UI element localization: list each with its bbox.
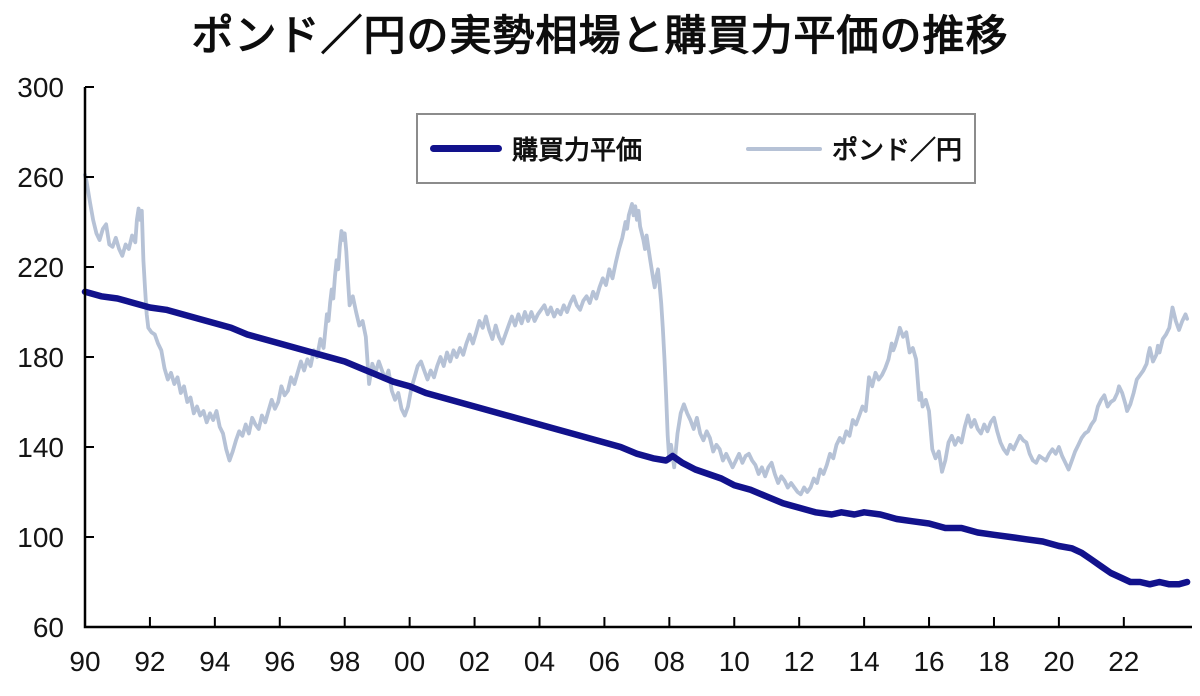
x-tick-label: 00	[394, 646, 425, 677]
y-tick-label: 300	[17, 72, 64, 103]
series-group	[81, 172, 1191, 588]
x-tick-label: 04	[524, 646, 555, 677]
x-tick-label: 22	[1108, 646, 1139, 677]
x-tick-label: 08	[654, 646, 685, 677]
x-tick-label: 18	[978, 646, 1009, 677]
legend-label-ppp: 購買力平価	[511, 135, 642, 165]
legend-item-gbpjpy: ポンド／円	[746, 130, 962, 167]
x-tick-label: 94	[199, 646, 230, 677]
x-tick-label: 02	[459, 646, 490, 677]
y-tick-label: 140	[17, 432, 64, 463]
y-tick-label: 60	[33, 612, 64, 643]
y-tick-label: 220	[17, 252, 64, 283]
x-tick-label: 96	[264, 646, 295, 677]
x-tick-label: 20	[1043, 646, 1074, 677]
legend-label-gbpjpy: ポンド／円	[832, 135, 963, 165]
x-tick-label: 16	[913, 646, 944, 677]
gbpjpy-line-swatch	[746, 146, 822, 151]
x-tick-label: 90	[69, 646, 100, 677]
y-axis-ticks: 60 100 140 180 220 260 300	[17, 72, 94, 643]
ppp-line-swatch	[429, 145, 502, 152]
legend: 購買力平価 ポンド／円	[416, 113, 976, 184]
x-tick-label: 12	[784, 646, 815, 677]
y-tick-label: 100	[17, 522, 64, 553]
legend-item-ppp: 購買力平価	[429, 130, 642, 167]
series-line-ppp	[81, 288, 1191, 588]
x-tick-label: 14	[849, 646, 880, 677]
x-axis-ticks: 90 92 94 96 98 00 02 04 06 08 10 12 14 16 18 20 22	[69, 617, 1139, 677]
series-line-gbpjpy	[83, 172, 1189, 497]
y-tick-label: 260	[17, 162, 64, 193]
x-tick-label: 98	[329, 646, 360, 677]
x-tick-label: 92	[134, 646, 165, 677]
y-tick-label: 180	[17, 342, 64, 373]
x-tick-label: 10	[719, 646, 750, 677]
x-tick-label: 06	[589, 646, 620, 677]
chart-title: ポンド／円の実勢相場と購買力平価の推移	[191, 12, 1009, 59]
